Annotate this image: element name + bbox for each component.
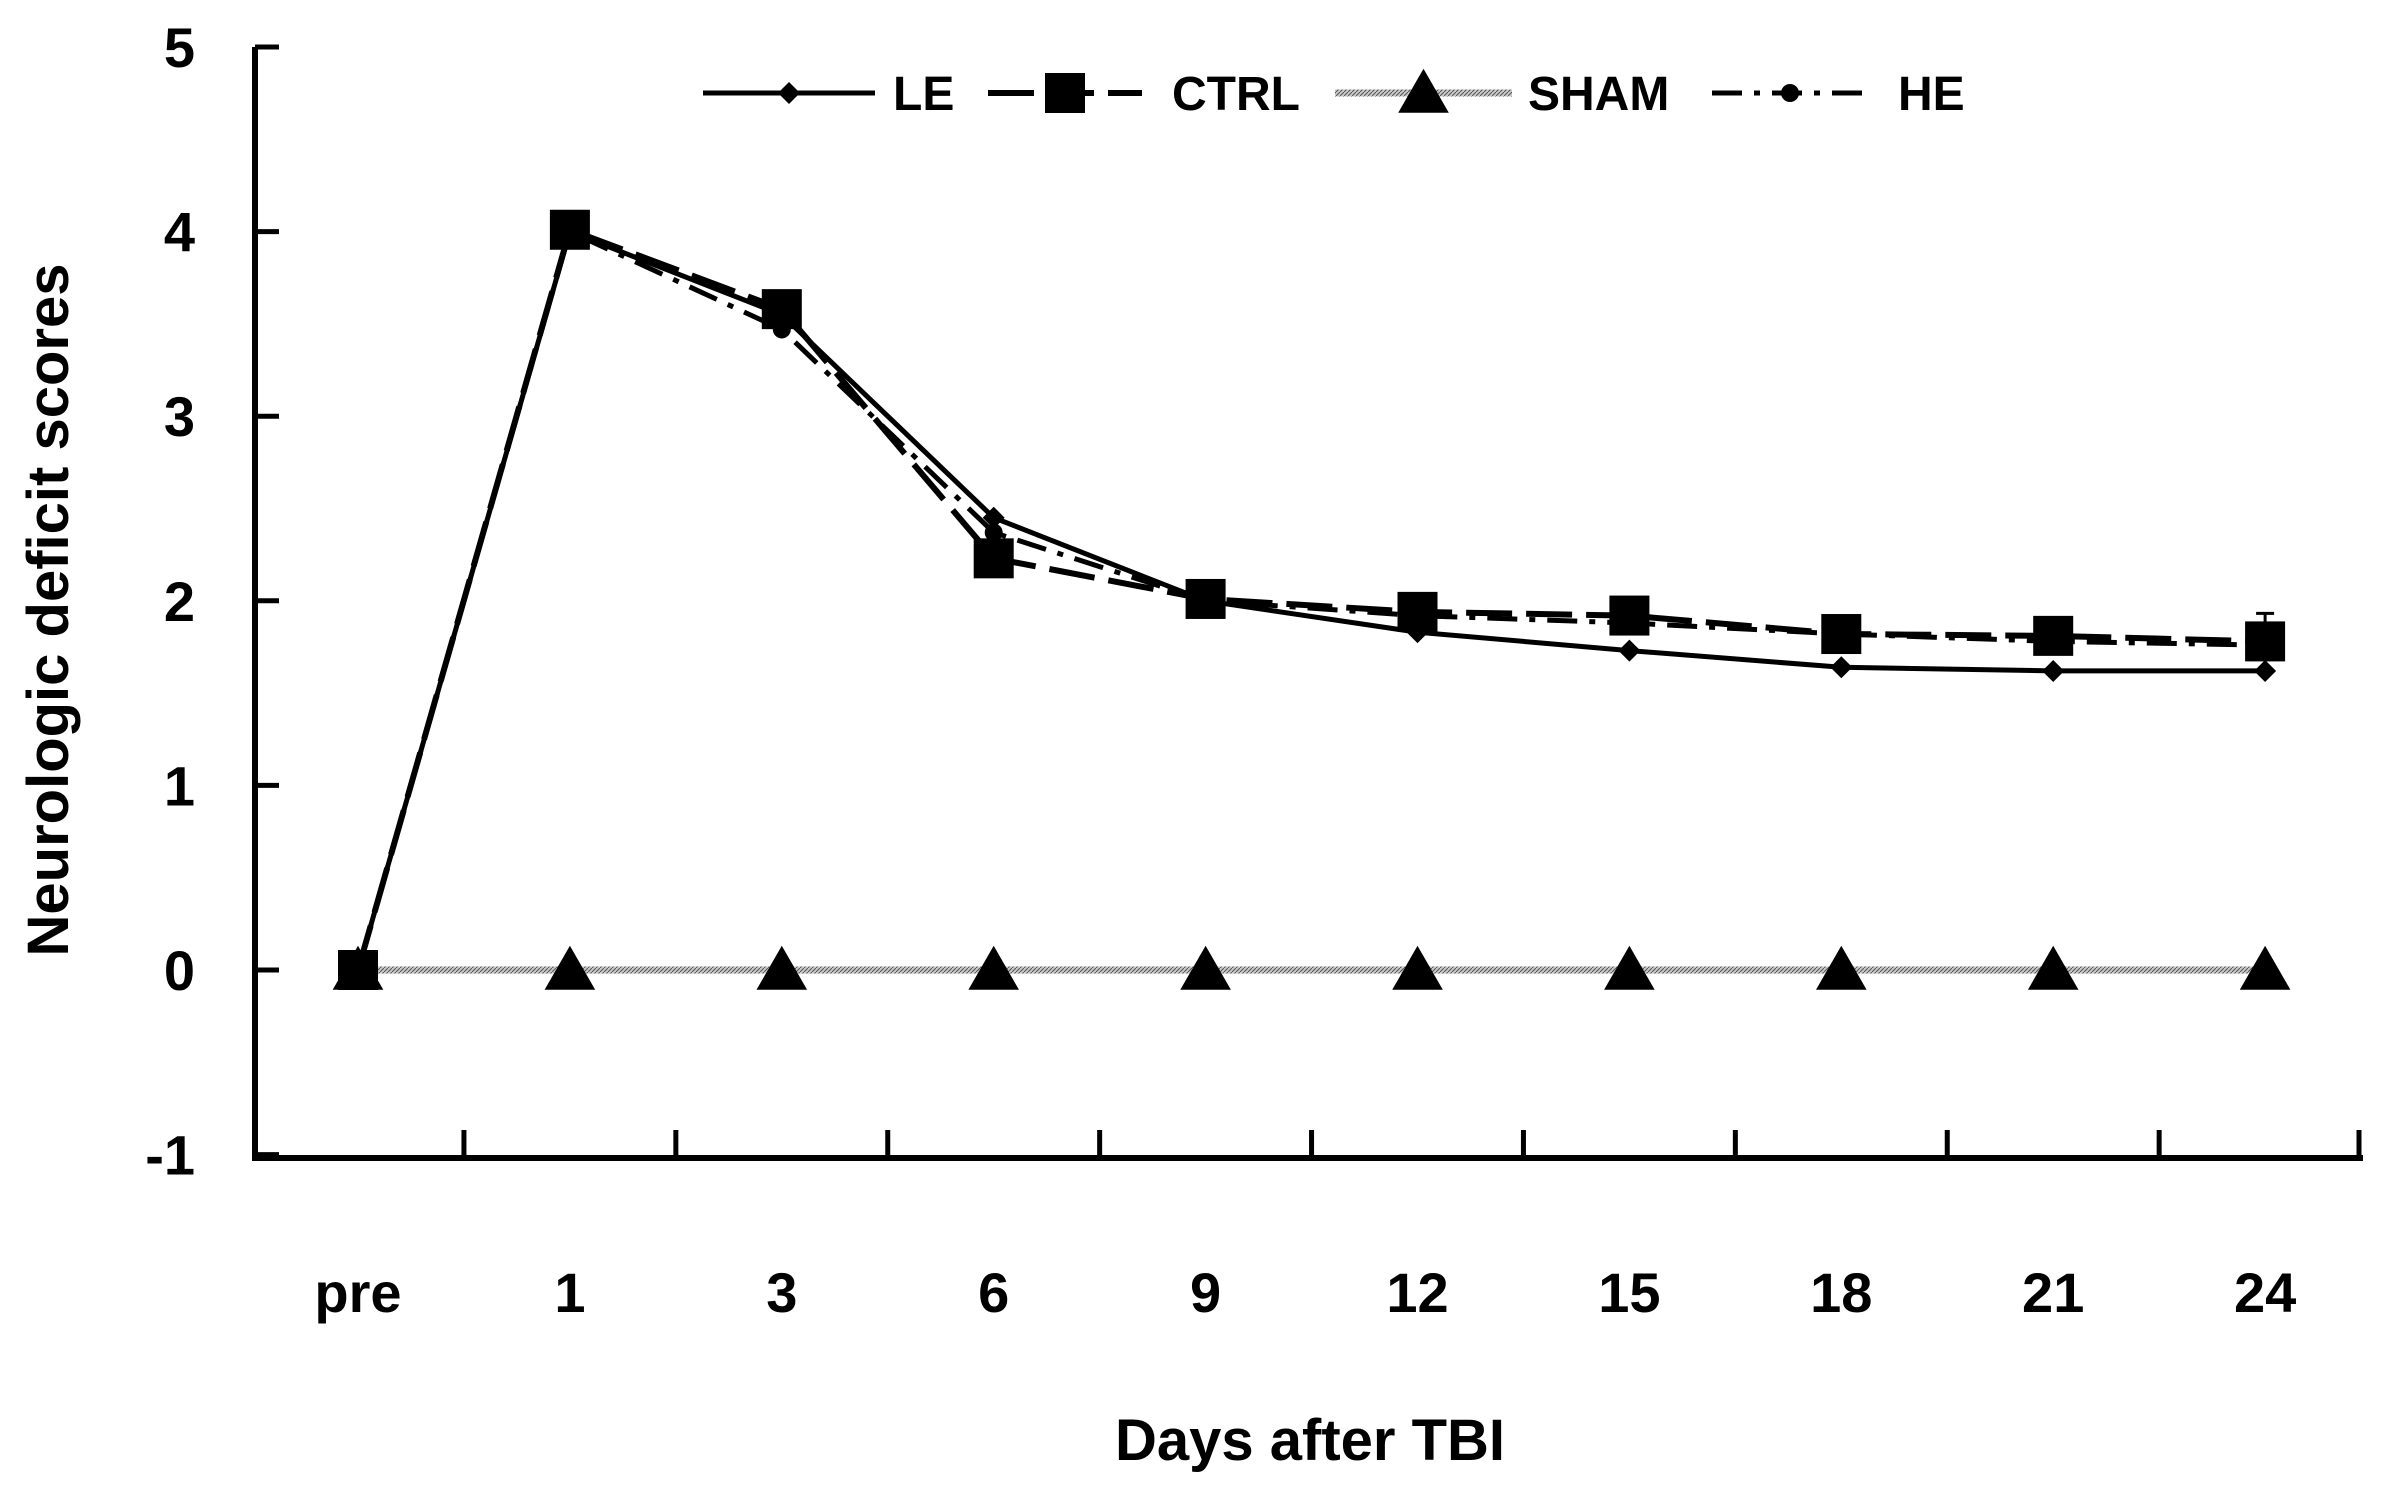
- x-tick-label: 24: [2234, 1261, 2296, 1324]
- x-axis-title: Days after TBI: [1115, 1408, 1505, 1473]
- legend-item-ctrl: CTRL: [988, 68, 1300, 121]
- x-tick-label: 1: [554, 1261, 585, 1324]
- data-point-he-3: [984, 523, 1003, 542]
- y-tick-label: 3: [164, 385, 195, 448]
- y-tick-label: 0: [164, 939, 195, 1002]
- data-point-he-7: [1832, 625, 1851, 644]
- series-ctrl: [338, 209, 2286, 990]
- x-tick-label: 18: [1810, 1261, 1872, 1324]
- legend-marker: [1045, 73, 1085, 113]
- legend-label: LE: [893, 68, 954, 121]
- data-point-le-7: [1830, 656, 1853, 679]
- data-point-he-9: [2256, 636, 2275, 655]
- data-point-sham-8: [2027, 945, 2079, 990]
- data-point-he-2: [772, 320, 791, 339]
- data-point-he-5: [1408, 606, 1427, 625]
- series-line-he: [355, 229, 2266, 971]
- y-tick-label: 2: [164, 570, 195, 633]
- legend-label: SHAM: [1528, 68, 1669, 121]
- x-ticks: pre 1 3 6 9 12 15 18 21 24: [314, 1130, 2362, 1324]
- data-point-le-0: [347, 959, 369, 981]
- legend-marker: [1398, 68, 1449, 113]
- data-point-sham-6: [1604, 945, 1655, 990]
- series-line-le: [355, 229, 2266, 971]
- y-tick-label: 1: [164, 754, 195, 817]
- data-point-sham-4: [1180, 945, 1231, 990]
- data-point-he-6: [1620, 613, 1639, 632]
- x-tick-label: 6: [978, 1261, 1009, 1324]
- x-tick-label: 9: [1190, 1261, 1221, 1324]
- x-tick-label: pre: [314, 1261, 401, 1324]
- legend-label: HE: [1898, 68, 1965, 121]
- data-point-le-8: [2042, 659, 2065, 682]
- y-tick-label: -1: [145, 1124, 195, 1187]
- data-point-le-2: [770, 303, 793, 326]
- series-line-ctrl: [355, 226, 2266, 971]
- series-le: [347, 220, 2277, 981]
- x-tick-label: 15: [1598, 1261, 1660, 1324]
- legend: LE CTRL SHAM HE: [703, 68, 1965, 121]
- y-tick-label: 5: [164, 16, 195, 79]
- x-tick-label: 12: [1386, 1261, 1448, 1324]
- data-point-sham-3: [968, 945, 1019, 990]
- data-point-sham-7: [1816, 945, 1867, 990]
- data-point-sham-2: [756, 945, 808, 990]
- x-tick-label: 3: [766, 1261, 797, 1324]
- series-sham: [332, 945, 2291, 990]
- data-point-le-9: [2254, 659, 2277, 682]
- data-point-sham-9: [2239, 945, 2291, 990]
- x-tick-label: 21: [2022, 1261, 2084, 1324]
- data-point-he-8: [2044, 632, 2063, 651]
- legend-item-he: HE: [1712, 68, 1965, 121]
- data-point-le-3: [982, 506, 1005, 529]
- data-point-le-4: [1194, 589, 1217, 612]
- y-tick-label: 4: [164, 201, 195, 264]
- legend-item-le: LE: [703, 68, 954, 121]
- series: [332, 209, 2291, 990]
- data-point-le-1: [558, 220, 581, 243]
- y-axis-title: Neurologic deficit scores: [16, 264, 81, 957]
- y-ticks: -1 0 1 2 3 4 5: [145, 16, 279, 1187]
- data-point-ctrl-3: [973, 538, 1014, 579]
- legend-marker: [778, 82, 800, 104]
- legend-item-sham: SHAM: [1335, 68, 1669, 121]
- legend-marker: [1781, 84, 1799, 102]
- legend-label: CTRL: [1172, 68, 1300, 121]
- data-point-le-5: [1406, 621, 1429, 644]
- data-point-sham-5: [1392, 945, 1443, 990]
- data-point-le-6: [1618, 639, 1641, 662]
- series-he: [349, 222, 2275, 979]
- data-point-sham-1: [544, 945, 596, 990]
